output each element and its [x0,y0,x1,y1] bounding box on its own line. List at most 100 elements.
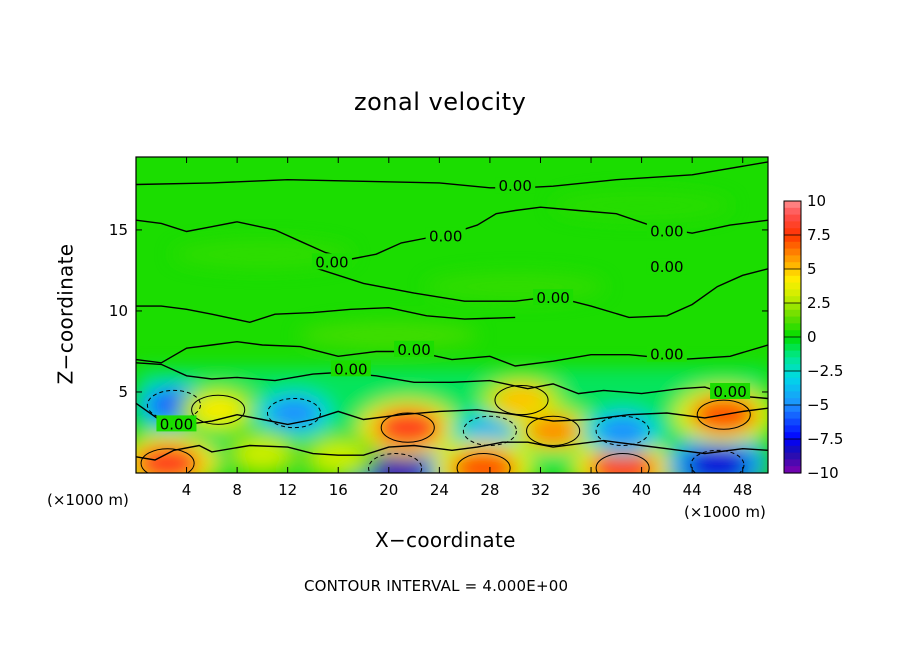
colorbar-band-33 [784,425,801,433]
contour-label-2: 0.00 [315,253,348,271]
contour-label-bg-10 [156,415,197,432]
zero-contour-5 [136,362,768,400]
colorbar-band-7 [784,248,801,256]
zero-contours [136,161,768,473]
contour-label-9: 0.00 [713,383,746,401]
contour-label-8: 0.00 [650,346,683,364]
extremum-contour-8 [494,384,549,416]
colorbar-band-5 [784,235,801,243]
colorbar-band-32 [784,418,801,426]
colorbar-band-3 [784,221,801,229]
plot-frame [135,156,769,474]
x-tick-label-7: 32 [531,481,550,499]
contour-label-bg-9 [710,382,751,399]
extremum-contour-6 [462,415,517,446]
extremum-contour-9 [526,415,581,446]
x-tick-label-11: 48 [733,481,752,499]
zero-contour-7 [136,402,768,426]
colorbar-band-4 [784,228,801,236]
colorbar-band-31 [784,411,801,420]
colorbar-band-6 [784,241,801,250]
colorbar-band-35 [784,439,801,447]
contour-label-bg-8 [646,345,687,362]
colorbar-band-27 [784,384,801,392]
extremum-contour-12 [690,449,745,473]
y-tick-label-0: 5 [118,383,128,401]
colorbar-tick-label-5: −2.5 [807,362,843,380]
x-axis: 4 8 12 16 20 24 28 32 36 40 44 48 [182,157,752,499]
colorbar-band-20 [784,337,801,345]
x-tick-label-1: 8 [232,481,242,499]
x-tick-label-9: 40 [632,481,651,499]
contour-label-bg-7 [330,360,371,377]
contour-label-4: 0.00 [650,258,683,276]
colorbar-band-1 [784,207,801,216]
extremum-contour-2 [191,394,246,425]
field-streak-2 [298,321,479,350]
contour-labels: 0.00 0.00 0.00 0.00 0.00 0.00 0.00 0.00 0.00 0.00… [156,177,751,433]
colorbar-band-28 [784,391,801,399]
contour-label-1: 0.00 [429,227,462,245]
field-core-0 [136,445,200,473]
contour-label-bg-1 [425,227,466,244]
field-core-15 [312,441,365,472]
field-core-8 [495,384,548,416]
colorbar-band-19 [784,330,801,338]
colorbar-band-17 [784,316,801,324]
colorbar-band-0 [784,201,801,209]
field-core-14 [236,438,289,469]
contour-label-6: 0.00 [397,341,430,359]
x-tick-label-4: 20 [379,481,398,499]
x-tick-label-5: 24 [430,481,449,499]
field-streak-0 [172,240,353,269]
field-core-10 [590,450,655,473]
colorbar-band-23 [784,357,801,365]
chart-title: zonal velocity [354,88,527,116]
x-tick-label-8: 36 [581,481,600,499]
extremum-contour-13 [696,399,751,430]
colorbar-band-26 [784,377,801,386]
contour-label-7: 0.00 [334,360,367,378]
contour-label-bg-5 [533,288,574,305]
field-core-11 [596,415,649,447]
colorbar-band-34 [784,432,801,440]
extremum-contour-1 [146,389,201,421]
contour-label-bg-3 [646,222,687,239]
colorbar-tick-label-7: −7.5 [807,430,843,448]
colorbar-band-36 [784,445,801,454]
colorbar-band-25 [784,371,801,379]
colorbar-tick-label-6: −5 [807,396,829,414]
colorbar-tick-label-8: −10 [807,464,839,482]
y-axis: 5 10 15 [109,221,768,401]
colorbar-tick-label-3: 2.5 [807,294,831,312]
extremum-contour-10 [595,453,650,473]
x-tick-label-0: 4 [182,481,192,499]
colorbar-tick-label-2: 5 [807,260,817,278]
colorbar-band-16 [784,309,801,318]
field-streak-1 [425,272,606,301]
colorbar-band-38 [784,459,801,467]
field-blobs [136,191,768,473]
x-tick-label-3: 16 [329,481,348,499]
colorbar-tick-label-4: 0 [807,328,817,346]
extremum-contour-0 [140,448,195,473]
extremum-contour-7 [456,453,511,473]
field-core-9 [527,415,579,447]
zero-contour-6 [136,439,768,461]
colorbar: 10 7.5 5 2.5 0 −2.5 −5 −7.5 −10 [783,192,843,482]
zero-contour-0 [136,161,768,189]
field-core-5 [375,409,440,446]
colorbar-band-24 [784,364,801,372]
field-core-2 [192,394,244,425]
x-tick-label-10: 44 [683,481,702,499]
extremum-contour-4 [368,453,423,473]
velocity-field [136,157,768,473]
zero-contour-3 [136,305,516,324]
y-tick-label-1: 10 [109,302,128,320]
zero-contour-2 [312,266,768,319]
x-tick-label-6: 28 [480,481,499,499]
contour-interval-note: CONTOUR INTERVAL = 4.000E+00 [304,577,569,595]
colorbar-band-8 [784,255,801,263]
colorbar-band-9 [784,262,801,270]
